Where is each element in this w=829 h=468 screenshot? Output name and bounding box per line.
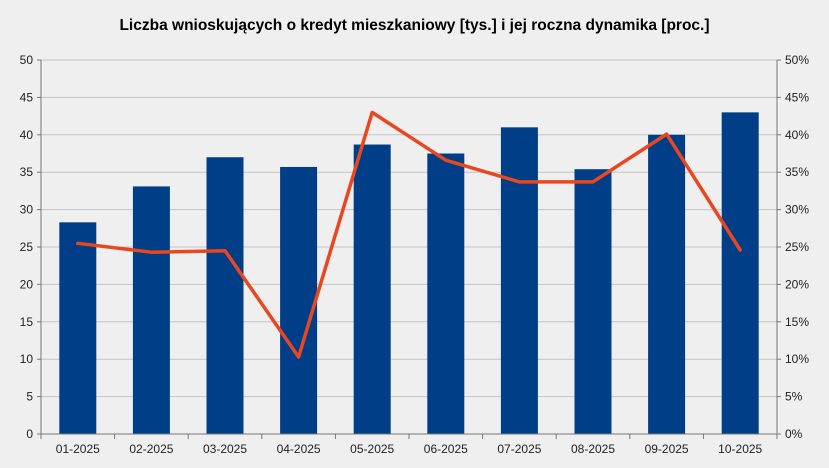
line-point (150, 251, 153, 254)
y-left-tick-label: 35 (20, 165, 34, 179)
x-tick-label: 06-2025 (424, 442, 468, 456)
bar (59, 222, 97, 434)
bar (280, 166, 318, 435)
bar (427, 153, 465, 434)
line-point (665, 132, 668, 136)
y-right-tick-label: 50% (785, 53, 809, 67)
y-left-tick-label: 10 (20, 352, 34, 366)
line-point (76, 242, 80, 245)
y-right-tick-label: 20% (785, 277, 809, 291)
y-left-tick-label: 0 (26, 427, 33, 441)
x-tick-label: 08-2025 (571, 442, 615, 456)
y-left-tick-label: 45 (20, 90, 34, 104)
bar (206, 157, 244, 435)
line-point (371, 111, 374, 114)
x-tick-label: 09-2025 (645, 442, 689, 456)
line-point (223, 249, 227, 252)
y-right-tick-label: 30% (785, 203, 809, 217)
chart-title: Liczba wnioskujących o kredyt mieszkanio… (119, 17, 710, 34)
x-tick-label: 05-2025 (350, 442, 394, 456)
x-tick-label: 04-2025 (277, 442, 321, 456)
y-left-tick-label: 25 (20, 240, 34, 254)
bar (500, 127, 538, 434)
x-tick-label: 07-2025 (497, 442, 541, 456)
y-right-tick-label: 15% (785, 315, 809, 329)
line-series (76, 110, 742, 359)
bar (353, 144, 391, 435)
y-right-tick-label: 5% (785, 390, 803, 404)
line-point (444, 159, 447, 162)
y-right-tick-label: 40% (785, 128, 809, 142)
line-point (739, 248, 742, 252)
y-left-tick-label: 40 (20, 128, 34, 142)
bar (574, 169, 612, 434)
y-right-tick-label: 10% (785, 352, 809, 366)
line-point (518, 180, 521, 184)
x-tick-label: 10-2025 (718, 442, 762, 456)
y-left-tick-label: 50 (20, 53, 34, 67)
bar (648, 134, 686, 435)
line-point (591, 180, 595, 184)
bar (132, 186, 170, 434)
bar (721, 112, 759, 435)
x-tick-label: 02-2025 (129, 442, 173, 456)
y-left-tick-label: 5 (26, 390, 33, 404)
y-left-tick-label: 15 (20, 315, 34, 329)
y-right-tick-label: 0% (785, 427, 803, 441)
y-left-tick-label: 30 (20, 203, 34, 217)
x-tick-label: 03-2025 (203, 442, 247, 456)
y-right-tick-label: 45% (785, 90, 809, 104)
line-point (297, 355, 300, 359)
y-left-tick-label: 20 (20, 277, 34, 291)
y-right-tick-label: 25% (785, 240, 809, 254)
y-right-tick-label: 35% (785, 165, 809, 179)
x-tick-label: 01-2025 (56, 442, 100, 456)
